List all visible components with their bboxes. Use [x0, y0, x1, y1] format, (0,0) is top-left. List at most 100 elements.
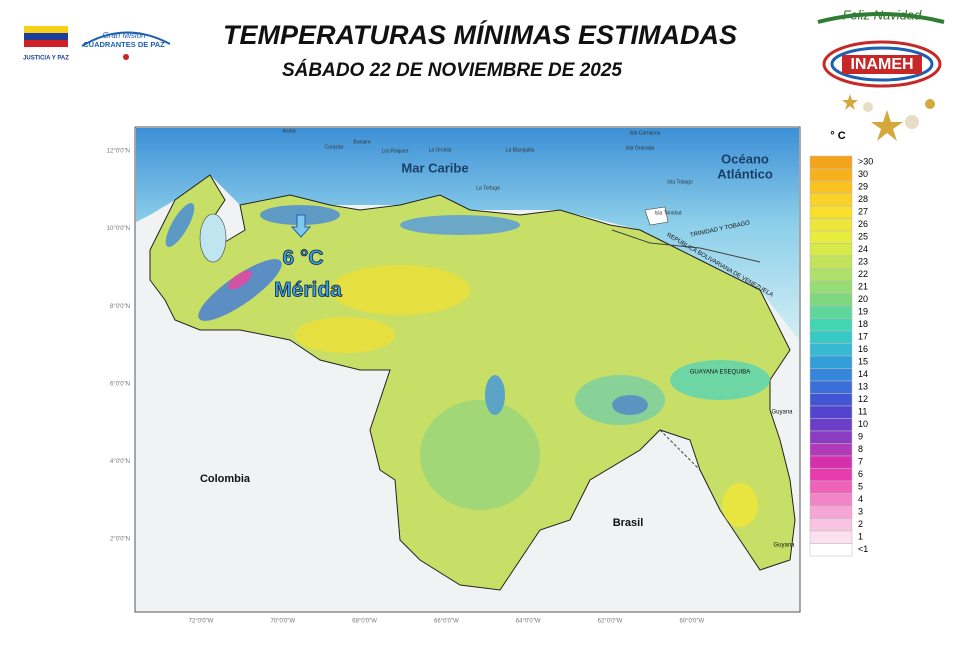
legend-swatch [809, 293, 853, 307]
legend-label: 25 [858, 232, 868, 242]
legend-label: 7 [858, 457, 863, 467]
legend-swatch [809, 430, 853, 444]
legend-swatch [809, 255, 853, 269]
island-label: La Blanquilla [506, 147, 535, 153]
legend-label: 13 [858, 382, 868, 392]
lat-label: 6°0'0"N [110, 381, 130, 387]
legend-swatch [809, 168, 853, 182]
legend-label: 18 [858, 319, 868, 329]
legend-swatch [809, 355, 853, 369]
legend-label: 21 [858, 282, 868, 292]
temperature-field [165, 202, 770, 527]
legend-label: 15 [858, 357, 868, 367]
legend-swatch [809, 305, 853, 319]
lat-label: 8°0'0"N [110, 304, 130, 310]
legend-swatch [809, 455, 853, 469]
legend-swatch [809, 243, 853, 257]
legend-swatch [809, 393, 853, 407]
legend-swatch [809, 518, 853, 532]
island-label: Curazao [325, 144, 344, 150]
logo-right: Feliz Navidad INAMEH [817, 7, 945, 141]
legend-label: 16 [858, 344, 868, 354]
axes: 12°0'0"N 10°0'0"N 8°0'0"N 6°0'0"N 4°0'0"N 2°0… [107, 149, 705, 625]
logo-caption: JUSTICIA Y PAZ [23, 56, 69, 62]
legend-label: 24 [858, 244, 868, 254]
legend-swatch [809, 480, 853, 494]
cold-icon [290, 214, 312, 238]
lon-label: 64°0'0"W [516, 619, 541, 625]
legend-label: 17 [858, 332, 868, 342]
legend-swatch [809, 443, 853, 457]
legend-swatch [809, 380, 853, 394]
lon-label: 70°0'0"W [270, 619, 295, 625]
legend-label: 8 [858, 444, 863, 454]
map-label: Guyana [771, 410, 793, 416]
legend-swatch [809, 418, 853, 432]
logo-text: Gran Misión [102, 31, 146, 40]
legend-label: 10 [858, 419, 868, 429]
legend-label: 29 [858, 182, 868, 192]
legend-swatch [809, 205, 853, 219]
legend-swatch [809, 155, 853, 169]
legend-swatch [809, 493, 853, 507]
border [659, 429, 701, 471]
island-label: Isla Granada [626, 145, 655, 151]
legend-label: 28 [858, 194, 868, 204]
legend-swatch [809, 280, 853, 294]
island-label: Los Roques [382, 148, 409, 154]
island-label: La Orchila [429, 147, 452, 153]
legend-label: 9 [858, 432, 863, 442]
lat-label: 12°0'0"N [107, 149, 130, 155]
island-label: Bonaire [353, 139, 370, 145]
lon-label: 60°0'0"W [679, 619, 704, 625]
legend-swatch [809, 268, 853, 282]
trinidad [644, 206, 669, 226]
legend-swatch [809, 193, 853, 207]
legend-swatch [809, 180, 853, 194]
legend-swatch [809, 230, 853, 244]
map-label: Atlántico [717, 166, 773, 181]
logo-text: CUADRANTES DE PAZ [83, 40, 165, 49]
legend-swatch [809, 530, 853, 544]
map-label: GUAYANA ESEQUIBA [690, 370, 750, 376]
sea [136, 128, 799, 340]
legend-swatch [809, 368, 853, 382]
legend-swatch [809, 505, 853, 519]
legend-label: 22 [858, 269, 868, 279]
map-label: Océano [721, 151, 769, 166]
legend-label: 23 [858, 257, 868, 267]
venezuela-land [149, 174, 796, 591]
lon-label: 66°0'0"W [434, 619, 459, 625]
legend-label: 20 [858, 294, 868, 304]
legend-swatch [809, 405, 853, 419]
map-label: Colombia [200, 473, 251, 485]
legend: >303029282726252423222120191817161514131… [809, 155, 873, 557]
lon-label: 62°0'0"W [598, 619, 623, 625]
min-place: Mérida [274, 279, 342, 302]
legend-swatch [809, 543, 853, 557]
legend-swatch [809, 330, 853, 344]
legend-label: 3 [858, 507, 863, 517]
legend-label: 11 [858, 407, 867, 417]
legend-label: 5 [858, 482, 863, 492]
islands: Aruba Curazao Bonaire Los Roques La Orchila L… [282, 128, 693, 216]
map-label: Brasil [613, 517, 644, 529]
legend-label: 26 [858, 219, 868, 229]
lat-label: 10°0'0"N [107, 226, 130, 232]
legend-label: 2 [858, 519, 863, 529]
legend-label: 27 [858, 207, 868, 217]
legend-label: 30 [858, 169, 868, 179]
legend-label: >30 [858, 157, 873, 167]
island-label: Aruba [282, 128, 296, 134]
island-label: La Tortuga [476, 185, 500, 191]
legend-label: 12 [858, 394, 868, 404]
legend-unit: ° C [830, 130, 845, 142]
logo-mission: Gran Misión CUADRANTES DE PAZ [81, 31, 171, 60]
legend-swatch [809, 318, 853, 332]
legend-label: 1 [858, 532, 863, 542]
island-label: Isla Trinidad [655, 210, 682, 216]
legend-label: 4 [858, 494, 863, 504]
legend-label: <1 [858, 544, 868, 554]
